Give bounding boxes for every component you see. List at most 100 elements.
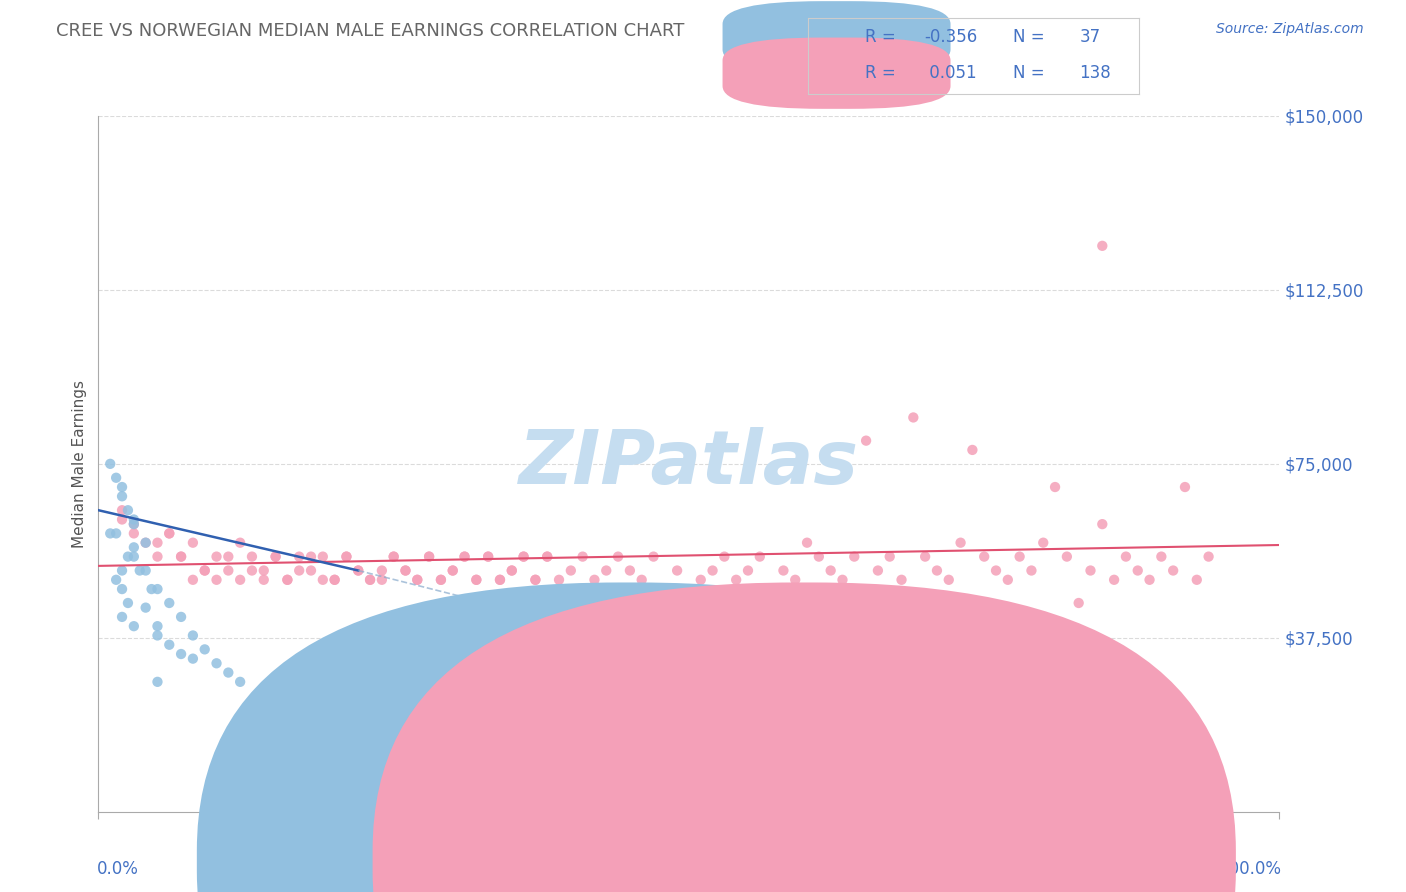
Point <box>477 549 499 564</box>
Text: 0.0%: 0.0% <box>97 861 139 879</box>
Text: R =: R = <box>865 28 901 45</box>
Point <box>170 610 193 624</box>
Point <box>170 549 193 564</box>
Point <box>973 721 995 735</box>
Text: N =: N = <box>1014 64 1050 82</box>
Point <box>122 512 145 526</box>
Point <box>382 549 405 564</box>
Point <box>1091 239 1114 253</box>
Point <box>453 549 475 564</box>
Point <box>430 573 453 587</box>
Point <box>607 549 630 564</box>
Point <box>501 564 523 578</box>
Point <box>128 564 150 578</box>
Point <box>418 549 440 564</box>
Point <box>146 549 169 564</box>
Point <box>194 564 217 578</box>
Point <box>548 573 571 587</box>
Point <box>844 549 866 564</box>
Point <box>489 573 512 587</box>
Point <box>501 564 523 578</box>
Point <box>98 457 121 471</box>
Point <box>146 535 169 549</box>
Point <box>820 564 842 578</box>
Point <box>105 526 128 541</box>
Point <box>654 596 676 610</box>
Point <box>938 573 960 587</box>
Point <box>831 573 853 587</box>
Point <box>713 549 735 564</box>
Point <box>122 517 145 532</box>
Point <box>359 573 381 587</box>
Text: Norwegians: Norwegians <box>815 854 905 868</box>
Point <box>418 549 440 564</box>
Point <box>1080 564 1102 578</box>
Point <box>725 573 748 587</box>
Point <box>181 628 204 642</box>
Point <box>181 573 204 587</box>
Point <box>105 573 128 587</box>
Point <box>855 434 877 448</box>
Point <box>117 549 139 564</box>
Text: 100.0%: 100.0% <box>1218 861 1281 879</box>
Point <box>111 480 134 494</box>
Point <box>595 564 617 578</box>
Point <box>382 549 405 564</box>
FancyBboxPatch shape <box>723 37 950 109</box>
Point <box>157 526 180 541</box>
Point <box>524 573 547 587</box>
Point <box>205 657 228 671</box>
Point <box>866 564 889 578</box>
Point <box>229 535 252 549</box>
Point <box>312 549 335 564</box>
Point <box>335 549 357 564</box>
Text: Source: ZipAtlas.com: Source: ZipAtlas.com <box>1216 22 1364 37</box>
Point <box>122 517 145 532</box>
Point <box>111 582 134 596</box>
Point <box>1008 549 1031 564</box>
Point <box>962 442 984 457</box>
Point <box>347 564 370 578</box>
Point <box>122 619 145 633</box>
Point <box>299 564 322 578</box>
Point <box>772 564 794 578</box>
Text: ZIPatlas: ZIPatlas <box>519 427 859 500</box>
Point <box>194 564 217 578</box>
Point <box>689 573 711 587</box>
Text: 138: 138 <box>1080 64 1111 82</box>
Text: CREE VS NORWEGIAN MEDIAN MALE EARNINGS CORRELATION CHART: CREE VS NORWEGIAN MEDIAN MALE EARNINGS C… <box>56 22 685 40</box>
Point <box>276 573 298 587</box>
Point <box>359 573 381 587</box>
Point <box>1043 480 1066 494</box>
Point <box>785 573 807 587</box>
Point <box>583 573 606 587</box>
Point <box>536 549 558 564</box>
Point <box>630 573 652 587</box>
Point <box>441 564 464 578</box>
Point <box>1056 549 1078 564</box>
Point <box>111 512 134 526</box>
Point <box>1185 573 1208 587</box>
Point <box>1161 564 1184 578</box>
Point <box>465 573 488 587</box>
Point <box>949 535 972 549</box>
Point <box>394 564 416 578</box>
Point <box>702 564 724 578</box>
Point <box>240 564 263 578</box>
Point <box>111 489 134 503</box>
Point <box>253 573 276 587</box>
Point <box>181 651 204 665</box>
Point <box>135 535 157 549</box>
Point <box>984 564 1007 578</box>
Point <box>477 549 499 564</box>
Point <box>157 526 180 541</box>
Point <box>1139 573 1161 587</box>
Point <box>1174 480 1197 494</box>
Point <box>157 638 180 652</box>
Point <box>430 573 453 587</box>
Point <box>371 573 394 587</box>
Point <box>146 674 169 689</box>
Point <box>288 549 311 564</box>
Point <box>571 549 593 564</box>
Point <box>299 549 322 564</box>
